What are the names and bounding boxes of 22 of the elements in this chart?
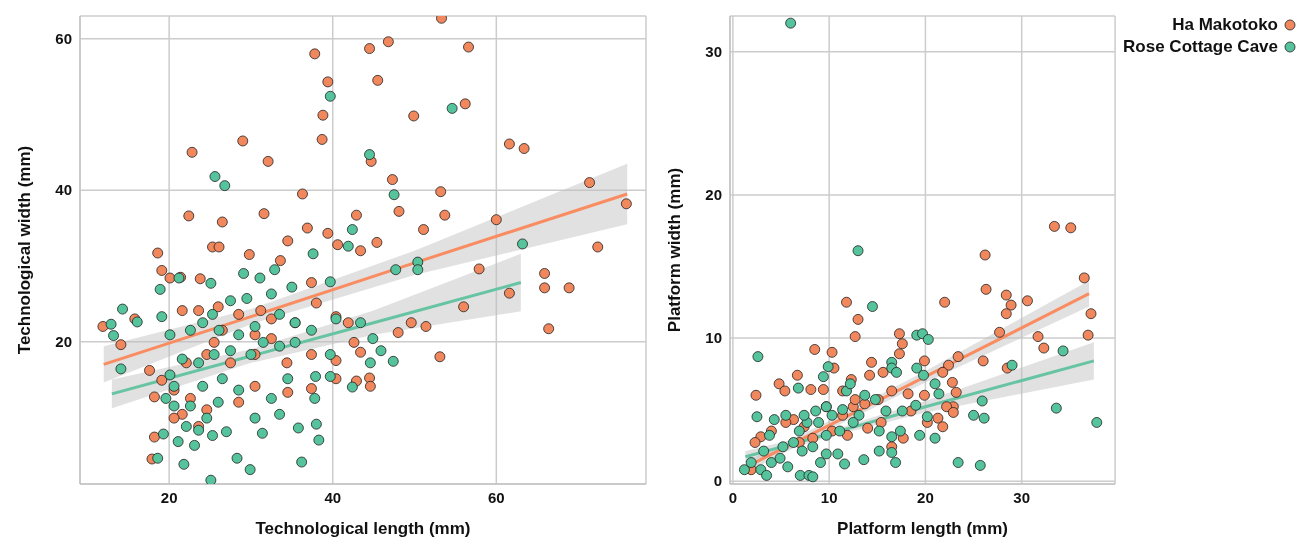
y-tick-label: 40 bbox=[55, 181, 72, 199]
y-tick-label: 20 bbox=[705, 186, 722, 204]
line-series bbox=[102, 192, 629, 366]
x-axis-title: Platform length (mm) bbox=[837, 519, 1009, 538]
y-tick-label: 0 bbox=[713, 472, 722, 490]
y-tick-label: 60 bbox=[55, 30, 72, 48]
x-tick-label: 60 bbox=[487, 488, 505, 506]
x-tick-label: 20 bbox=[160, 488, 178, 506]
line-series bbox=[110, 281, 523, 396]
x-tick-label: 0 bbox=[728, 488, 738, 506]
x-tick-label: 40 bbox=[324, 488, 342, 506]
legend-label: Ha Makotoko bbox=[1172, 14, 1278, 36]
x-tick-label: 10 bbox=[820, 488, 838, 506]
y-tick-label: 10 bbox=[705, 329, 722, 347]
legend-label: Rose Cottage Cave bbox=[1123, 36, 1278, 58]
x-axis-title: Technological length (mm) bbox=[255, 519, 471, 538]
x-tick-label: 30 bbox=[1013, 488, 1031, 506]
x-tick-label: 20 bbox=[917, 488, 934, 506]
y-axis-title: Platform width (mm) bbox=[665, 167, 685, 333]
y-tick-label: 20 bbox=[55, 332, 72, 350]
y-axis-title: Technological width (mm) bbox=[15, 145, 35, 355]
y-tick-label: 30 bbox=[705, 43, 722, 61]
